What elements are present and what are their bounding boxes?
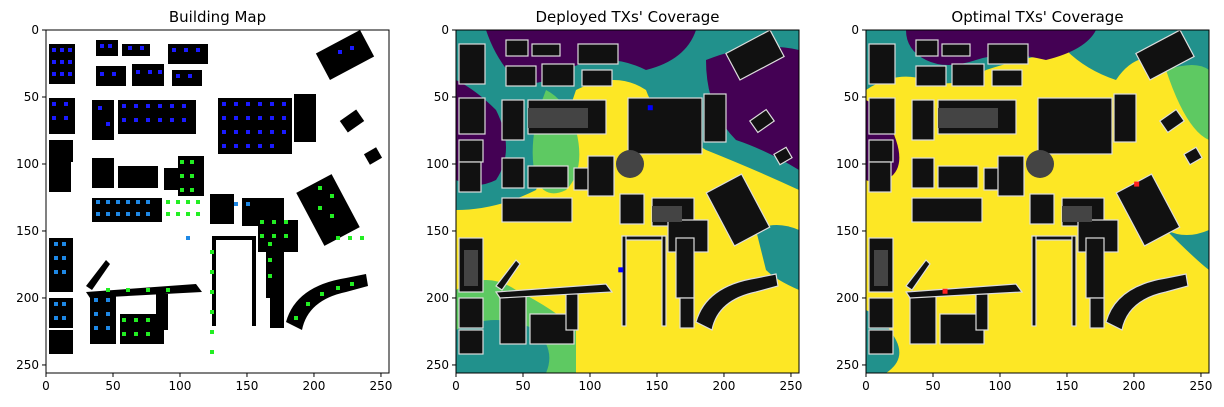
panel-deployed-coverage: Deployed TXs' Coverage 0 50 100 150 200 250 0…	[426, 8, 802, 393]
x-tick-label: 200	[713, 379, 736, 393]
transmitter-marker	[942, 288, 948, 294]
y-tick-label: 0	[31, 23, 39, 37]
y-tick-label: 50	[434, 90, 449, 104]
y-tick-label: 150	[16, 224, 39, 238]
coverage-map	[866, 30, 1209, 373]
panel-optimal-coverage: Optimal TXs' Coverage 0 50 100 150 200 250 0 5…	[836, 8, 1212, 393]
x-tick-label: 150	[1056, 379, 1079, 393]
x-tick-label: 100	[989, 379, 1012, 393]
x-tick-label: 0	[862, 379, 870, 393]
panel-title: Deployed TXs' Coverage	[535, 8, 719, 26]
x-axis: 0 50 100 150 200 250	[452, 373, 802, 393]
y-tick-label: 100	[16, 157, 39, 171]
y-tick-label: 100	[836, 157, 859, 171]
x-tick-label: 250	[1190, 379, 1213, 393]
y-tick-label: 0	[851, 23, 859, 37]
x-tick-label: 0	[452, 379, 460, 393]
optimal-transmitters	[942, 181, 1140, 294]
x-tick-label: 50	[105, 379, 120, 393]
panel-title: Optimal TXs' Coverage	[951, 8, 1123, 26]
x-axis: 0 50 100 150 200 250	[862, 373, 1212, 393]
panel-building-map: Building Map 0 50 100 150 200 250 0 50 100 150 20…	[16, 8, 392, 393]
y-tick-label: 200	[836, 291, 859, 305]
y-tick-label: 250	[836, 358, 859, 372]
x-axis: 0 50 100 150 200 250	[42, 373, 392, 393]
y-axis: 0 50 100 150 200 250	[836, 23, 866, 372]
y-tick-label: 250	[16, 358, 39, 372]
x-tick-label: 50	[925, 379, 940, 393]
y-tick-label: 150	[836, 224, 859, 238]
y-tick-label: 150	[426, 224, 449, 238]
y-tick-label: 50	[844, 90, 859, 104]
y-axis: 0 50 100 150 200 250	[426, 23, 456, 372]
x-tick-label: 200	[1123, 379, 1146, 393]
x-tick-label: 200	[303, 379, 326, 393]
x-tick-label: 0	[42, 379, 50, 393]
coverage-map	[456, 30, 799, 373]
x-tick-label: 50	[515, 379, 530, 393]
y-tick-label: 200	[16, 291, 39, 305]
axes-frame	[455, 29, 800, 374]
x-tick-label: 100	[579, 379, 602, 393]
y-axis: 0 50 100 150 200 250	[16, 23, 46, 372]
y-tick-label: 250	[426, 358, 449, 372]
axes-frame	[45, 29, 390, 374]
y-tick-label: 0	[441, 23, 449, 37]
axes-frame	[865, 29, 1210, 374]
x-tick-label: 250	[780, 379, 803, 393]
y-tick-label: 200	[426, 291, 449, 305]
transmitter-marker	[647, 105, 653, 111]
y-tick-label: 50	[24, 90, 39, 104]
x-tick-label: 250	[370, 379, 393, 393]
deployed-transmitters	[618, 105, 653, 273]
y-tick-label: 100	[426, 157, 449, 171]
transmitter-marker	[618, 267, 624, 273]
x-tick-label: 150	[236, 379, 259, 393]
x-tick-label: 100	[169, 379, 192, 393]
x-tick-label: 150	[646, 379, 669, 393]
transmitter-marker	[1134, 181, 1140, 187]
panel-title: Building Map	[169, 8, 266, 26]
